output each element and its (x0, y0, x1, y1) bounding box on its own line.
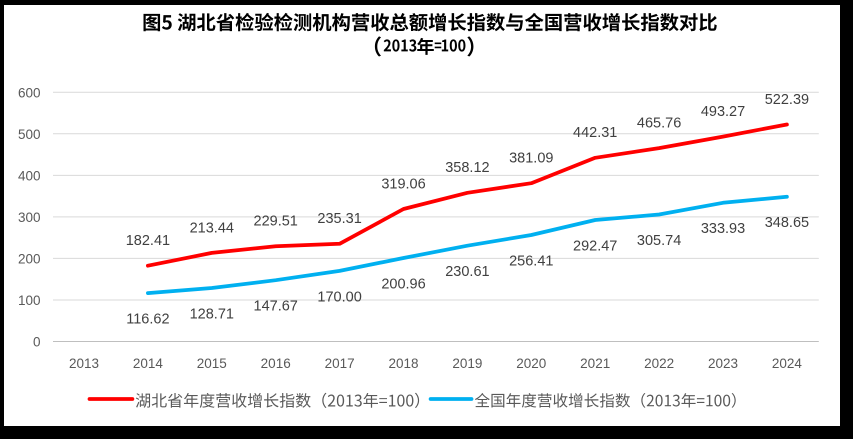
svg-text:0: 0 (33, 335, 41, 350)
svg-text:465.76: 465.76 (637, 116, 681, 132)
svg-text:229.51: 229.51 (254, 214, 298, 230)
svg-text:230.61: 230.61 (445, 264, 489, 280)
svg-text:213.44: 213.44 (190, 220, 234, 236)
svg-text:2017: 2017 (325, 356, 355, 371)
svg-text:358.12: 358.12 (445, 160, 489, 176)
svg-text:2013: 2013 (69, 356, 99, 371)
svg-text:400: 400 (18, 169, 41, 184)
svg-text:2023: 2023 (708, 356, 738, 371)
svg-text:292.47: 292.47 (573, 238, 617, 254)
svg-text:170.00: 170.00 (317, 289, 361, 305)
svg-text:2016: 2016 (261, 356, 291, 371)
svg-text:319.06: 319.06 (381, 176, 425, 192)
svg-text:522.39: 522.39 (765, 92, 809, 108)
svg-text:493.27: 493.27 (701, 104, 745, 120)
svg-text:235.31: 235.31 (317, 211, 361, 227)
svg-text:2015: 2015 (197, 356, 227, 371)
svg-text:442.31: 442.31 (573, 125, 617, 141)
svg-text:333.93: 333.93 (701, 221, 745, 237)
svg-text:256.41: 256.41 (509, 253, 553, 269)
svg-text:2024: 2024 (772, 356, 803, 371)
svg-text:305.74: 305.74 (637, 233, 681, 249)
svg-text:116.62: 116.62 (126, 312, 169, 328)
svg-text:128.71: 128.71 (190, 306, 234, 322)
svg-text:200: 200 (18, 252, 41, 267)
svg-text:2020: 2020 (516, 356, 546, 371)
svg-text:600: 600 (18, 86, 41, 101)
svg-text:100: 100 (18, 293, 41, 308)
svg-text:500: 500 (18, 127, 41, 142)
svg-text:147.67: 147.67 (254, 299, 298, 315)
svg-text:381.09: 381.09 (509, 151, 553, 167)
svg-text:2014: 2014 (133, 356, 164, 371)
svg-text:182.41: 182.41 (126, 233, 170, 249)
svg-text:2022: 2022 (644, 356, 674, 371)
svg-text:2018: 2018 (388, 356, 418, 371)
svg-text:200.96: 200.96 (381, 276, 425, 292)
svg-text:2019: 2019 (452, 356, 482, 371)
svg-text:2021: 2021 (580, 356, 610, 371)
svg-text:300: 300 (18, 210, 41, 225)
svg-text:348.65: 348.65 (765, 215, 809, 231)
